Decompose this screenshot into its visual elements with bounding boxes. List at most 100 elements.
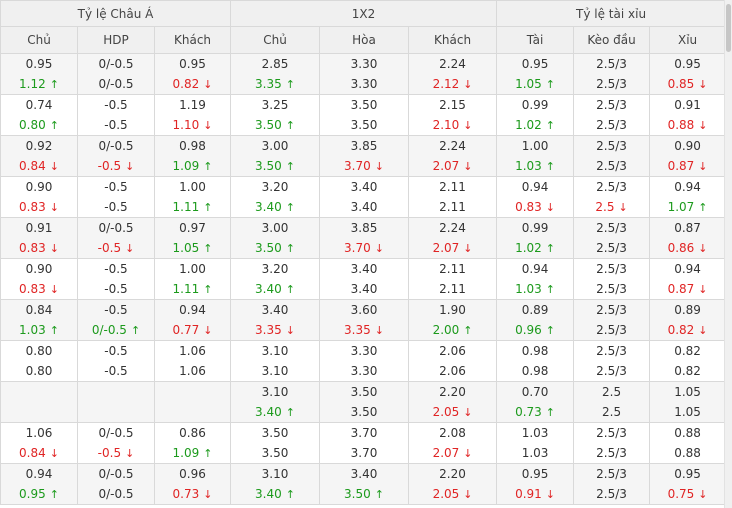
odds-value-text: 3.30 <box>350 364 378 378</box>
arrow-down-icon: ↓ <box>49 201 59 214</box>
odds-value-current: 3.50 ↑ <box>255 115 295 135</box>
table-row[interactable]: 0.84 1.03 ↑ -0.5 0/-0.5 ↑ 0.94 0.77 ↓ 3.40 3.35 ↓ 3.… <box>0 299 727 341</box>
odds-value-previous: 3.85 <box>350 221 378 235</box>
table-row[interactable]: 0.80 0.80 -0.5 -0.5 1.06 1.06 3.10 3.10 3.30 3.30… <box>0 340 727 382</box>
odds-value-text: 2.5/3 <box>596 159 627 173</box>
odds-value-previous: 0.95 <box>25 57 53 71</box>
cell-line: 2.5/3 2.5/3 <box>573 258 651 300</box>
odds-value-current: 2.11 <box>439 197 466 217</box>
cell-line: 2.5/3 2.5/3 <box>573 340 651 382</box>
table-row[interactable]: 0.74 0.80 ↑ -0.5 -0.5 1.19 1.10 ↓ 3.25 3.50 ↑ 3.50 3… <box>0 94 727 136</box>
scrollbar-thumb[interactable] <box>726 4 731 52</box>
odds-value-previous: 3.30 <box>350 344 378 358</box>
col-header-home: Chủ <box>0 26 78 54</box>
odds-value-previous: 3.50 <box>350 385 378 399</box>
col-header-under: Xỉu <box>649 26 727 54</box>
odds-value-text: 0.95 <box>19 487 46 501</box>
arrow-up-icon: ↑ <box>545 160 556 173</box>
odds-value-text: 2.07 <box>432 241 460 255</box>
odds-value-previous: 2.20 <box>439 385 466 399</box>
odds-value-current: 1.03 ↑ <box>19 320 59 340</box>
table-row[interactable]: 0.94 0.95 ↑ 0/-0.5 0/-0.5 0.96 0.73 ↓ 3.10 3.40 ↑ 3… <box>0 463 727 505</box>
odds-value-current: 1.05 ↑ <box>515 74 555 94</box>
odds-value-current: -0.5 <box>104 361 127 381</box>
odds-value-text: 1.05 <box>515 77 542 91</box>
table-row[interactable]: 3.10 3.40 ↑ 3.50 3.50 2.20 2.05 ↓ 0.70 0.73 ↑ 2.5 2.… <box>0 381 727 423</box>
odds-value-previous: 2.5/3 <box>596 180 627 194</box>
col-header-draw: Hòa <box>319 26 410 54</box>
odds-value-current: 3.40 ↑ <box>255 197 295 217</box>
cell-away-1x2: 2.15 2.10 ↓ <box>408 94 498 136</box>
col-header-over: Tài <box>496 26 575 54</box>
cell-draw: 3.40 3.40 <box>319 176 410 218</box>
odds-value-text: 3.50 <box>255 159 282 173</box>
odds-value-previous: 3.50 <box>350 98 378 112</box>
cell-hdp: -0.5 -0.5 <box>77 176 155 218</box>
cell-line: 2.5/3 2.5/3 <box>573 463 651 505</box>
odds-value-previous: 2.20 <box>439 467 466 481</box>
odds-value-current: 2.5/3 <box>596 115 627 135</box>
table-row[interactable]: 0.95 1.12 ↑ 0/-0.5 0/-0.5 0.95 0.82 ↓ 2.85 3.35 ↑ 3… <box>0 53 727 95</box>
arrow-up-icon: ↑ <box>374 488 384 501</box>
cell-draw: 3.85 3.70 ↓ <box>319 217 410 259</box>
odds-value-current: 3.40 ↑ <box>255 402 295 422</box>
arrow-down-icon: ↓ <box>463 119 473 132</box>
odds-value-current: -0.5 <box>104 115 127 135</box>
odds-value-current: -0.5 ↓ <box>98 443 135 463</box>
odds-value-previous: 3.85 <box>350 139 378 153</box>
table-row[interactable]: 0.90 0.83 ↓ -0.5 -0.5 1.00 1.11 ↑ 3.20 3.40 ↑ 3.40 3… <box>0 258 727 300</box>
odds-value-text: 1.11 <box>172 200 200 214</box>
odds-value-text: 1.03 <box>515 282 542 296</box>
cell-away-1x2: 2.08 2.07 ↓ <box>408 422 498 464</box>
odds-value-current: -0.5 <box>104 279 127 299</box>
cell-over: 0.95 1.05 ↑ <box>496 53 575 95</box>
odds-value-current: 3.35 ↓ <box>255 320 295 340</box>
table-row[interactable]: 0.91 0.83 ↓ 0/-0.5 -0.5 ↓ 0.97 1.05 ↑ 3.00 3.50 ↑ 3.… <box>0 217 727 259</box>
cell-away: 1.06 1.06 <box>153 340 232 382</box>
cell-away-1x2: 2.24 2.07 ↓ <box>408 135 498 177</box>
table-row[interactable]: 1.06 0.84 ↓ 0/-0.5 -0.5 ↓ 0.86 1.09 ↑ 3.50 3.50 3.7… <box>0 422 727 464</box>
arrow-down-icon: ↓ <box>463 242 473 255</box>
table-row[interactable]: 0.92 0.84 ↓ 0/-0.5 -0.5 ↓ 0.98 1.09 ↑ 3.00 3.50 ↑ 3.… <box>0 135 727 177</box>
odds-value-current: 3.70 ↓ <box>344 156 384 176</box>
odds-value-current: 2.5/3 <box>596 279 627 299</box>
cell-over: 0.89 0.96 ↑ <box>496 299 575 341</box>
odds-value-previous: 3.60 <box>350 303 378 317</box>
odds-value-current: 0.87 ↓ <box>668 156 708 176</box>
odds-value-text: 0.80 <box>25 364 53 378</box>
odds-value-text: -0.5 <box>97 446 122 460</box>
odds-value-previous: 2.5 <box>602 385 622 399</box>
odds-value-previous: 0.92 <box>25 139 53 153</box>
arrow-down-icon: ↓ <box>545 201 556 214</box>
odds-value-current: 3.40 ↑ <box>255 484 295 504</box>
odds-value-previous: 2.5/3 <box>596 139 627 153</box>
odds-value-text: 2.5/3 <box>596 77 627 91</box>
cell-under: 0.87 0.86 ↓ <box>649 217 727 259</box>
odds-value-current: 1.03 ↑ <box>515 156 555 176</box>
arrow-down-icon: ↓ <box>698 488 708 501</box>
odds-value-previous: 0.97 <box>179 221 206 235</box>
cell-line: 2.5/3 2.5/3 <box>573 53 651 95</box>
vertical-scrollbar[interactable] <box>724 0 732 508</box>
cell-line: 2.5/3 2.5/3 <box>573 299 651 341</box>
cell-draw: 3.30 3.30 <box>319 340 410 382</box>
cell-hdp: 0/-0.5 -0.5 ↓ <box>77 217 155 259</box>
cell-home-1x2: 3.25 3.50 ↑ <box>230 94 321 136</box>
odds-value-previous: -0.5 <box>104 98 128 112</box>
arrow-down-icon: ↓ <box>49 242 59 255</box>
odds-value-previous: 0.94 <box>674 180 701 194</box>
cell-hdp: 0/-0.5 -0.5 ↓ <box>77 135 155 177</box>
cell-away: 0.95 0.82 ↓ <box>153 53 232 95</box>
odds-value-current: 3.50 <box>351 115 378 135</box>
odds-value-current: 2.10 ↓ <box>433 115 473 135</box>
table-row[interactable]: 0.90 0.83 ↓ -0.5 -0.5 1.00 1.11 ↑ 3.20 3.40 ↑ 3.40 3… <box>0 176 727 218</box>
odds-value-text: 0.83 <box>19 200 46 214</box>
odds-value-text: 2.00 <box>432 323 460 337</box>
cell-home: 0.84 1.03 ↑ <box>0 299 78 341</box>
odds-value-text: 3.35 <box>344 323 371 337</box>
odds-value-text: -0.5 <box>97 159 122 173</box>
arrow-down-icon: ↓ <box>698 324 708 337</box>
odds-value-text: 3.50 <box>255 118 282 132</box>
odds-value-current: 2.05 ↓ <box>433 402 473 422</box>
odds-value-current: 3.70 ↓ <box>344 238 384 258</box>
